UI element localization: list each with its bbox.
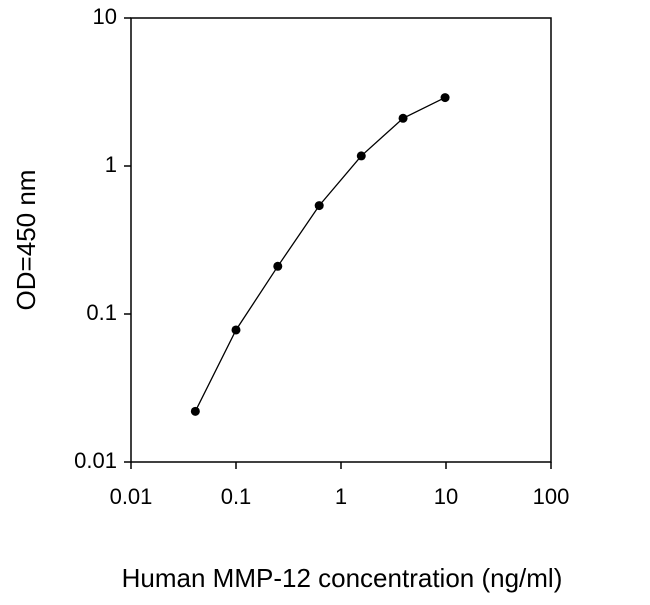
x-tick-label: 10 — [434, 484, 458, 509]
y-tick-label: 1 — [105, 152, 117, 177]
y-tick-label: 0.1 — [86, 300, 117, 325]
y-tick-label: 0.01 — [74, 448, 117, 473]
x-tick-label: 1 — [335, 484, 347, 509]
data-point — [398, 113, 408, 123]
series-line — [194, 96, 446, 412]
x-axis-label: Human MMP-12 concentration (ng/ml) — [122, 563, 563, 593]
x-tick-label: 100 — [533, 484, 570, 509]
x-tick-label: 0.01 — [110, 484, 153, 509]
y-axis-label: OD=450 nm — [11, 170, 41, 311]
data-point — [440, 93, 450, 103]
data-point — [190, 406, 200, 416]
data-point — [273, 261, 283, 271]
y-tick-label: 10 — [93, 4, 117, 29]
plot-frame — [130, 17, 552, 463]
x-tick-label: 0.1 — [221, 484, 252, 509]
data-point — [356, 151, 366, 161]
data-point — [231, 325, 241, 335]
data-point — [314, 201, 324, 211]
